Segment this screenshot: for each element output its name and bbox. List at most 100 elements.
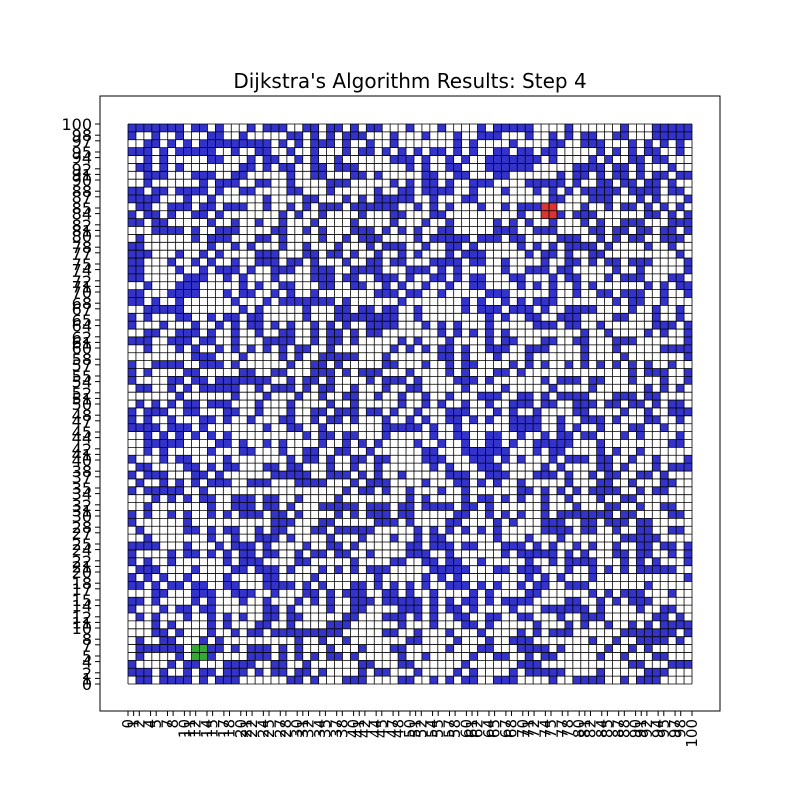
obstacle-cell: [270, 273, 279, 282]
obstacle-cell: [151, 400, 160, 408]
obstacle-cell: [413, 668, 422, 677]
obstacle-cell: [509, 518, 518, 527]
obstacle-cell: [556, 573, 565, 582]
obstacle-cell: [549, 455, 557, 464]
obstacle-cell: [596, 613, 605, 621]
obstacle-cell: [533, 281, 542, 290]
obstacle-cell: [525, 392, 534, 401]
obstacle-cell: [684, 620, 692, 629]
obstacle-cell: [286, 202, 295, 211]
obstacle-cell: [151, 329, 160, 337]
obstacle-cell: [660, 478, 669, 487]
obstacle-cell: [334, 415, 343, 424]
obstacle-cell: [358, 534, 367, 543]
obstacle-cell: [302, 589, 311, 598]
obstacle-cell: [342, 486, 351, 495]
obstacle-cell: [453, 636, 462, 645]
obstacle-cell: [406, 510, 414, 519]
obstacle-cell: [652, 463, 661, 472]
obstacle-cell: [413, 305, 422, 314]
obstacle-cell: [517, 628, 526, 637]
obstacle-cell: [517, 431, 526, 440]
obstacle-cell: [191, 147, 200, 156]
obstacle-cell: [533, 589, 542, 598]
obstacle-cell: [421, 344, 430, 353]
obstacle-cell: [604, 400, 613, 408]
obstacle-cell: [429, 202, 438, 211]
obstacle-cell: [263, 155, 271, 164]
x-tick-label: 74: [536, 719, 554, 738]
obstacle-cell: [358, 281, 367, 290]
obstacle-cell: [358, 313, 367, 322]
obstacle-cell: [207, 242, 216, 251]
obstacle-cell: [469, 360, 478, 369]
obstacle-cell: [342, 297, 351, 306]
obstacle-cell: [461, 305, 470, 314]
y-tick-label: 44: [72, 429, 92, 448]
obstacle-cell: [437, 210, 446, 219]
obstacle-cell: [255, 313, 264, 322]
obstacle-cell: [183, 384, 192, 393]
obstacle-cell: [159, 187, 168, 195]
obstacle-cell: [231, 321, 240, 330]
obstacle-cell: [263, 542, 271, 550]
obstacle-cell: [310, 597, 319, 606]
obstacle-cell: [199, 471, 208, 479]
obstacle-cell: [255, 407, 264, 416]
obstacle-cell: [612, 187, 621, 195]
obstacle-cell: [382, 289, 391, 298]
obstacle-cell: [477, 392, 486, 401]
obstacle-cell: [167, 289, 176, 298]
obstacle-cell: [549, 321, 557, 330]
y-tick-label: 88: [72, 182, 92, 201]
obstacle-cell: [239, 660, 248, 669]
obstacle-cell: [604, 289, 613, 298]
obstacle-cell: [247, 289, 256, 298]
obstacle-cell: [350, 131, 359, 140]
y-tick-label: 82: [72, 216, 92, 235]
obstacle-cell: [604, 510, 613, 519]
obstacle-cell: [652, 534, 661, 543]
obstacle-cell: [445, 187, 454, 195]
obstacle-cell: [541, 344, 550, 353]
obstacle-cell: [588, 131, 597, 140]
x-tick-label: 77: [553, 719, 571, 738]
obstacle-cell: [223, 455, 232, 464]
obstacle-cell: [255, 510, 264, 519]
obstacle-cell: [263, 502, 271, 511]
obstacle-cell: [477, 463, 486, 472]
obstacle-cell: [310, 455, 319, 464]
obstacle-cell: [525, 589, 534, 598]
obstacle-cell: [128, 336, 136, 345]
obstacle-cell: [302, 202, 311, 211]
obstacle-cell: [326, 400, 335, 408]
obstacle-cell: [477, 202, 486, 211]
obstacle-cell: [263, 392, 271, 401]
obstacle-cell: [398, 155, 407, 164]
obstacle-cell: [413, 234, 422, 243]
obstacle-cell: [453, 171, 462, 180]
obstacle-cell: [596, 494, 605, 503]
obstacle-cell: [358, 439, 367, 448]
obstacle-cell: [469, 273, 478, 282]
obstacle-cell: [612, 297, 621, 306]
obstacle-cell: [263, 644, 271, 653]
obstacle-cell: [509, 676, 518, 684]
obstacle-cell: [493, 163, 502, 172]
obstacle-cell: [556, 510, 565, 519]
obstacle-cell: [326, 368, 335, 377]
obstacle-cell: [247, 557, 256, 566]
x-tick-label: 95: [655, 719, 673, 738]
obstacle-cell: [358, 210, 367, 219]
obstacle-cell: [358, 676, 367, 684]
obstacle-cell: [167, 376, 176, 385]
obstacle-cell: [668, 163, 677, 172]
obstacle-cell: [191, 171, 200, 180]
obstacle-cell: [564, 455, 573, 464]
obstacle-cell: [461, 502, 470, 511]
obstacle-cell: [652, 400, 661, 408]
obstacle-cell: [564, 305, 573, 314]
obstacle-cell: [135, 289, 144, 298]
obstacle-cell: [350, 336, 359, 345]
obstacle-cell: [270, 628, 279, 637]
